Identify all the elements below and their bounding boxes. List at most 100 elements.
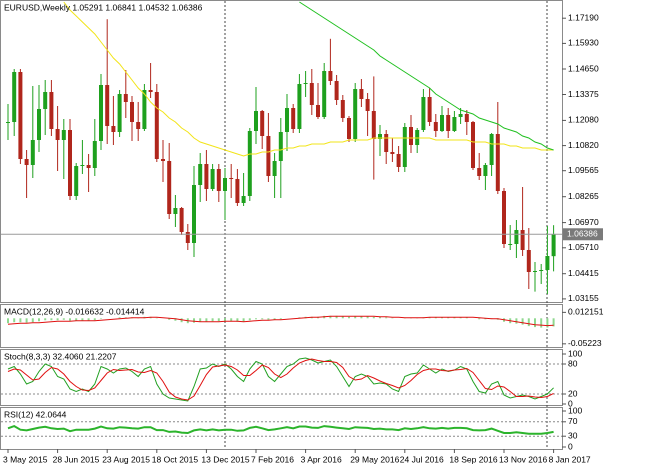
candle-body	[477, 168, 482, 176]
macd-panel	[0, 304, 563, 348]
candle-body	[260, 111, 265, 136]
candle-body	[136, 122, 141, 129]
candle-body	[173, 208, 178, 214]
candle-body	[421, 97, 426, 130]
candle-body	[74, 166, 79, 196]
candle-body	[291, 108, 296, 129]
candle-body	[80, 165, 85, 166]
indicator-line	[7, 357, 554, 402]
candle-body	[37, 109, 41, 140]
candle-body	[427, 97, 432, 122]
x-tick-label: 7 Feb 2016	[251, 454, 294, 464]
candle-body	[433, 122, 438, 131]
candle-body	[409, 127, 413, 145]
candle-body	[483, 165, 488, 176]
candle-body	[520, 230, 525, 250]
y-tick-label: 80	[568, 358, 578, 368]
x-tick-label: 23 Aug 2015	[102, 454, 150, 464]
indicator-line	[299, 1, 554, 151]
candle-body	[334, 81, 339, 100]
y-tick-label: -0.05223	[568, 338, 602, 348]
candle-body	[452, 117, 457, 131]
candle-body	[154, 92, 159, 159]
candle-body	[24, 159, 29, 165]
candle-body	[309, 83, 314, 105]
y-tick-label: 1.14650	[568, 63, 599, 73]
candle-body	[204, 164, 209, 189]
candle-body	[396, 154, 401, 167]
candle-body	[266, 136, 271, 176]
candle-body	[316, 105, 320, 117]
candle-body	[55, 129, 60, 140]
candle-body	[328, 71, 333, 81]
x-tick-label: 18 Sep 2016	[449, 454, 497, 464]
candle-body	[142, 90, 147, 129]
candle-body	[111, 126, 116, 132]
candle-body	[61, 130, 66, 140]
candle-body	[297, 84, 302, 129]
x-tick-label: 28 Jun 2015	[53, 454, 100, 464]
y-tick-label: 1.08265	[568, 191, 599, 201]
indicator-line	[7, 425, 554, 435]
candle-body	[489, 134, 494, 165]
candle-body	[378, 134, 382, 139]
x-tick-label: 13 Nov 2016	[499, 454, 547, 464]
y-tick-label: 1.05710	[568, 242, 599, 252]
candle-body	[508, 244, 513, 245]
candle-body	[545, 256, 550, 270]
candle-body	[359, 89, 364, 99]
candle-body	[495, 134, 500, 191]
candle-body	[464, 114, 469, 122]
candle-body	[30, 140, 35, 165]
candle-body	[192, 185, 196, 243]
x-tick-label: 3 Apr 2016	[301, 454, 342, 464]
candle-body	[241, 196, 246, 203]
y-tick-label: 70	[568, 416, 578, 426]
y-tick-label: 100	[568, 348, 582, 358]
panel-title: RSI(12) 42.0644	[4, 409, 67, 419]
y-tick-label: 0.012151	[568, 307, 604, 317]
candle-body	[223, 178, 227, 191]
y-tick-label: 1.03155	[568, 293, 599, 303]
y-tick-label: 1.17190	[568, 12, 599, 22]
y-tick-label: 1.06970	[568, 217, 599, 227]
last-price-box	[563, 228, 603, 241]
y-tick-label: 0	[568, 441, 573, 451]
last-price-label: 1.06386	[567, 229, 598, 239]
candle-body	[92, 141, 97, 168]
y-tick-label: 30	[568, 430, 578, 440]
candle-body	[471, 122, 475, 168]
candle-body	[185, 232, 190, 243]
candle-body	[390, 152, 395, 154]
panel-title: MACD(12,26,9) -0.016632 -0.014414	[4, 306, 145, 316]
candle-body	[123, 94, 128, 102]
indicator-line	[7, 358, 554, 401]
candle-body	[272, 161, 277, 176]
candle-body	[526, 250, 531, 272]
x-tick-label: 29 May 2016	[350, 454, 399, 464]
candle-body	[167, 161, 172, 214]
candle-body	[353, 89, 358, 139]
candle-body	[551, 234, 556, 257]
y-tick-label: 1.09565	[568, 165, 599, 175]
candle-body	[514, 230, 519, 244]
candle-body	[68, 130, 72, 196]
candle-body	[86, 165, 91, 168]
candle-body	[365, 99, 370, 111]
y-tick-label: 20	[568, 388, 578, 398]
candle-body	[49, 92, 54, 129]
y-tick-label: 1.10820	[568, 140, 599, 150]
candle-body	[210, 169, 215, 189]
candle-body	[99, 85, 103, 141]
candle-body	[18, 72, 23, 159]
x-tick-label: 13 Dec 2015	[201, 454, 249, 464]
candle-body	[229, 178, 234, 179]
x-tick-label: 8 Jan 2017	[549, 454, 591, 464]
candle-body	[43, 92, 48, 109]
candle-body	[6, 122, 10, 123]
y-tick-label: 1.13375	[568, 89, 599, 99]
candle-body	[303, 83, 308, 84]
candle-body	[440, 115, 444, 131]
candle-body	[12, 72, 17, 122]
x-tick-label: 18 Oct 2015	[152, 454, 199, 464]
